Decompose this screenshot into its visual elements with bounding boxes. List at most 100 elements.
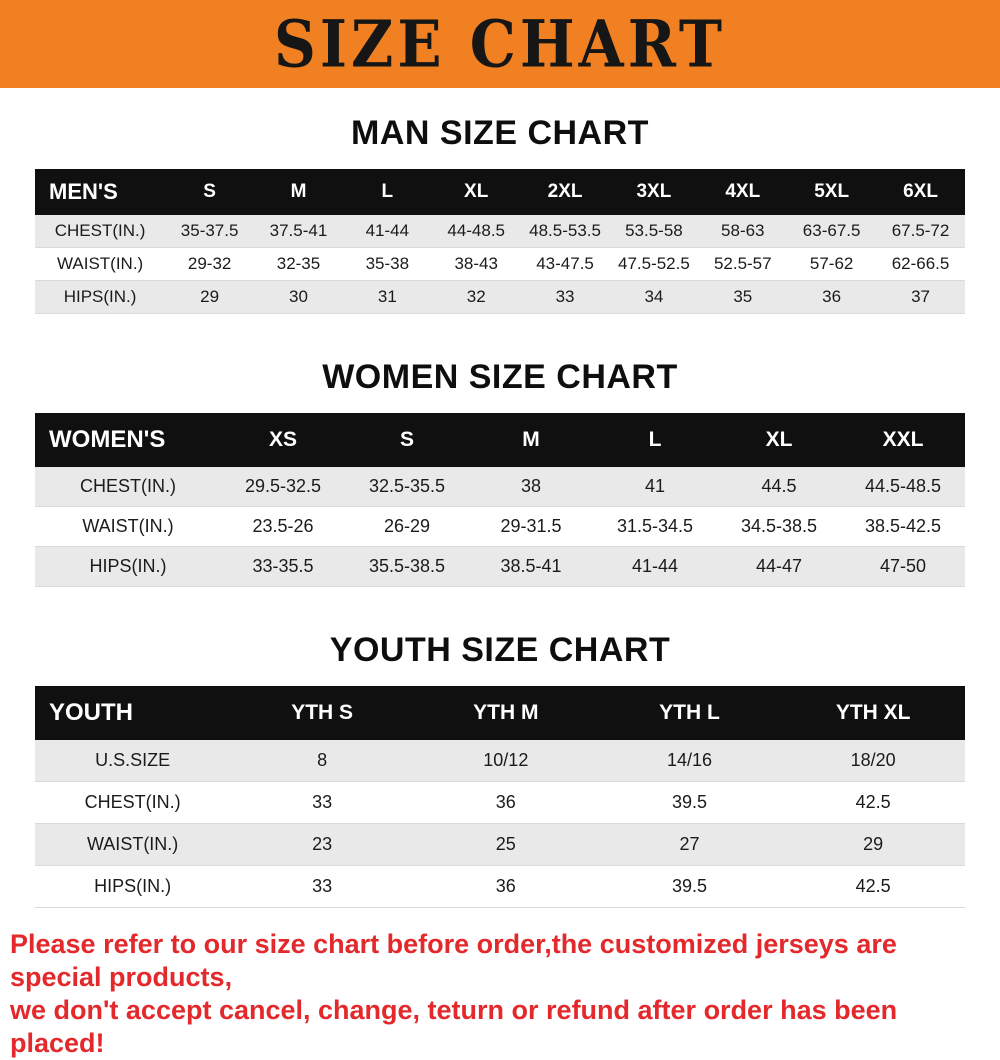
- value-cell: 31: [342, 280, 432, 314]
- size-header-cell: 6XL: [876, 169, 965, 215]
- value-cell: 18/20: [781, 740, 965, 782]
- row-label-cell: HIPS(IN.): [35, 280, 166, 314]
- value-cell: 36: [787, 280, 877, 314]
- value-cell: 29: [781, 823, 965, 866]
- size-header-cell: YTH M: [413, 686, 598, 740]
- category-header-cell: WOMEN'S: [35, 413, 221, 467]
- row-label-cell: WAIST(IN.): [35, 247, 166, 281]
- size-header-cell: L: [342, 169, 432, 215]
- value-cell: 33-35.5: [221, 546, 345, 587]
- value-cell: 25: [413, 823, 598, 866]
- size-header-cell: M: [254, 169, 343, 215]
- value-cell: 58-63: [698, 215, 788, 248]
- value-cell: 29.5-32.5: [221, 467, 345, 507]
- table-row: CHEST(IN.) 35-37.5 37.5-41 41-44 44-48.5 48.5…: [35, 215, 965, 248]
- youth-size-chart-table: YOUTH YTH S YTH M YTH L YTH XL U.S.SIZE 8 10/12…: [35, 686, 965, 908]
- value-cell: 37: [876, 280, 965, 314]
- value-cell: 38-43: [431, 247, 521, 281]
- row-label-cell: WAIST(IN.): [35, 506, 221, 547]
- value-cell: 35-37.5: [165, 215, 255, 248]
- table-row: WAIST(IN.) 23 25 27 29: [35, 823, 965, 866]
- category-header-cell: MEN'S: [35, 169, 166, 215]
- value-cell: 29-32: [165, 247, 255, 281]
- size-header-cell: L: [593, 413, 717, 467]
- table-head: YOUTH YTH S YTH M YTH L YTH XL: [35, 686, 965, 740]
- size-header-cell: M: [469, 413, 593, 467]
- women-size-chart-section: WOMEN SIZE CHART WOMEN'S XS S M L XL XXL CHEST(I…: [0, 358, 1000, 587]
- value-cell: 29-31.5: [469, 506, 593, 547]
- header-row: MEN'S S M L XL 2XL 3XL 4XL 5XL 6XL: [35, 169, 965, 215]
- table-row: WAIST(IN.) 29-32 32-35 35-38 38-43 43-47.5 47.…: [35, 247, 965, 281]
- value-cell: 14/16: [597, 740, 782, 782]
- value-cell: 44-48.5: [431, 215, 521, 248]
- value-cell: 38.5-41: [469, 546, 593, 587]
- title-banner: SIZE CHART: [0, 0, 1000, 88]
- value-cell: 38: [469, 467, 593, 507]
- size-header-cell: 2XL: [520, 169, 610, 215]
- size-header-cell: S: [345, 413, 469, 467]
- value-cell: 39.5: [597, 865, 782, 908]
- value-cell: 52.5-57: [698, 247, 788, 281]
- header-row: YOUTH YTH S YTH M YTH L YTH XL: [35, 686, 965, 740]
- women-size-chart-heading: WOMEN SIZE CHART: [322, 358, 678, 396]
- value-cell: 44-47: [717, 546, 841, 587]
- size-header-cell: 3XL: [609, 169, 699, 215]
- value-cell: 38.5-42.5: [841, 506, 965, 547]
- value-cell: 10/12: [413, 740, 598, 782]
- size-header-cell: 4XL: [698, 169, 788, 215]
- value-cell: 39.5: [597, 781, 782, 824]
- size-header-cell: S: [165, 169, 255, 215]
- size-header-cell: XS: [221, 413, 345, 467]
- row-label-cell: CHEST(IN.): [35, 215, 166, 248]
- value-cell: 34: [609, 280, 699, 314]
- value-cell: 8: [230, 740, 414, 782]
- charts-container: MAN SIZE CHART MEN'S S M L XL 2XL 3XL 4XL 5XL 6XL C…: [0, 88, 1000, 908]
- page-title: SIZE CHART: [273, 5, 727, 83]
- value-cell: 29: [165, 280, 255, 314]
- value-cell: 53.5-58: [609, 215, 699, 248]
- notice-line-2: we don't accept cancel, change, teturn o…: [10, 994, 898, 1058]
- table-body: U.S.SIZE 8 10/12 14/16 18/20 CHEST(IN.) 33 36 39…: [35, 740, 965, 908]
- value-cell: 47-50: [841, 546, 965, 587]
- value-cell: 42.5: [781, 781, 965, 824]
- value-cell: 48.5-53.5: [520, 215, 610, 248]
- value-cell: 62-66.5: [876, 247, 965, 281]
- value-cell: 36: [413, 865, 598, 908]
- size-header-cell: XL: [717, 413, 841, 467]
- table-head: WOMEN'S XS S M L XL XXL: [35, 413, 965, 467]
- value-cell: 33: [230, 865, 414, 908]
- table-body: CHEST(IN.) 35-37.5 37.5-41 41-44 44-48.5 48.5…: [35, 215, 965, 314]
- size-header-cell: XXL: [841, 413, 965, 467]
- notice-line-1: Please refer to our size chart before or…: [10, 929, 897, 992]
- man-size-chart-heading: MAN SIZE CHART: [351, 114, 649, 152]
- value-cell: 67.5-72: [876, 215, 965, 248]
- footer-notice: Please refer to our size chart before or…: [10, 928, 990, 1060]
- women-size-chart-table: WOMEN'S XS S M L XL XXL CHEST(IN.) 29.5-32.5 32.5…: [35, 413, 965, 587]
- table-body: CHEST(IN.) 29.5-32.5 32.5-35.5 38 41 44.5 44.5…: [35, 467, 965, 587]
- table-row: HIPS(IN.) 33 36 39.5 42.5: [35, 865, 965, 908]
- row-label-cell: WAIST(IN.): [35, 823, 231, 866]
- table-row: CHEST(IN.) 29.5-32.5 32.5-35.5 38 41 44.5 44.5…: [35, 467, 965, 507]
- value-cell: 35-38: [342, 247, 432, 281]
- row-label-cell: CHEST(IN.): [35, 781, 231, 824]
- value-cell: 37.5-41: [254, 215, 343, 248]
- value-cell: 36: [413, 781, 598, 824]
- table-row: HIPS(IN.) 29 30 31 32 33 34 35 36 37: [35, 280, 965, 314]
- table-row: CHEST(IN.) 33 36 39.5 42.5: [35, 781, 965, 824]
- value-cell: 35: [698, 280, 788, 314]
- value-cell: 43-47.5: [520, 247, 610, 281]
- value-cell: 33: [230, 781, 414, 824]
- value-cell: 27: [597, 823, 782, 866]
- man-size-chart-section: MAN SIZE CHART MEN'S S M L XL 2XL 3XL 4XL 5XL 6XL C…: [0, 114, 1000, 314]
- row-label-cell: CHEST(IN.): [35, 467, 221, 507]
- value-cell: 63-67.5: [787, 215, 877, 248]
- value-cell: 30: [254, 280, 343, 314]
- value-cell: 23: [230, 823, 414, 866]
- row-label-cell: U.S.SIZE: [35, 740, 231, 782]
- size-header-cell: YTH XL: [781, 686, 965, 740]
- table-row: WAIST(IN.) 23.5-26 26-29 29-31.5 31.5-34.5 34…: [35, 506, 965, 547]
- value-cell: 26-29: [345, 506, 469, 547]
- row-label-cell: HIPS(IN.): [35, 546, 221, 587]
- value-cell: 44.5: [717, 467, 841, 507]
